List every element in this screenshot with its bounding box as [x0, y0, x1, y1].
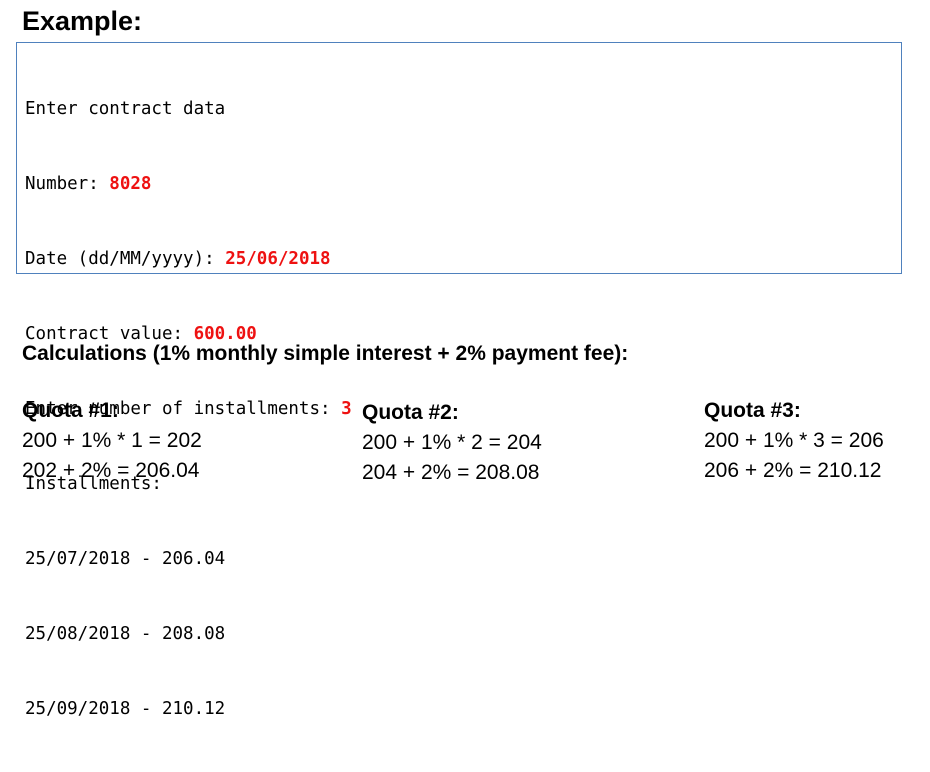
quota-block-2: Quota #2: 200 + 1% * 2 = 204 204 + 2% = … — [362, 398, 652, 488]
calculations-title: Calculations (1% monthly simple interest… — [22, 342, 629, 365]
date-input-value: 25/06/2018 — [225, 249, 331, 269]
console-line-label: Installments: — [25, 474, 162, 494]
console-line-label: 25/09/2018 - 210.12 — [25, 699, 226, 719]
console-line-installment-2: 25/08/2018 - 208.08 — [25, 622, 352, 647]
console-line-header: Enter contract data — [25, 97, 352, 122]
console-line-date: Date (dd/MM/yyyy): 25/06/2018 — [25, 247, 352, 272]
quota-interest-line: 200 + 1% * 2 = 204 — [362, 431, 542, 454]
quota-block-1: Quota #1: 200 + 1% * 1 = 202 202 + 2% = … — [22, 396, 312, 486]
quota-interest-line: 200 + 1% * 3 = 206 — [704, 429, 884, 452]
quota-fee-line: 206 + 2% = 210.12 — [704, 459, 882, 482]
console-line-label: Contract value: — [25, 324, 194, 344]
installments-count-input-value: 3 — [341, 399, 352, 419]
console-line-installments-header: Installments: — [25, 472, 352, 497]
example-heading: Example: — [22, 6, 143, 36]
quota-title: Quota #3: — [704, 399, 801, 422]
console-line-installments-count: Enter number of installments: 3 — [25, 397, 352, 422]
quota-title: Quota #1: — [22, 399, 119, 422]
quota-block-3: Quota #3: 200 + 1% * 3 = 206 206 + 2% = … — [704, 396, 930, 486]
console-line-label: 25/08/2018 - 208.08 — [25, 624, 226, 644]
quota-title: Quota #2: — [362, 401, 459, 424]
console-line-label: 25/07/2018 - 206.04 — [25, 549, 226, 569]
console-line-contract-value: Contract value: 600.00 — [25, 322, 352, 347]
quota-fee-line: 202 + 2% = 206.04 — [22, 459, 200, 482]
console-line-label: Enter number of installments: — [25, 399, 342, 419]
console-line-label: Number: — [25, 174, 110, 194]
console-line-number: Number: 8028 — [25, 172, 352, 197]
console-line-label: Enter contract data — [25, 99, 226, 119]
console-line-installment-3: 25/09/2018 - 210.12 — [25, 697, 352, 722]
console-line-installment-1: 25/07/2018 - 206.04 — [25, 547, 352, 572]
contract-value-input-value: 600.00 — [193, 324, 257, 344]
console-output-box: Enter contract data Number: 8028 Date (d… — [16, 42, 902, 719]
number-input-value: 8028 — [109, 174, 152, 194]
quota-fee-line: 204 + 2% = 208.08 — [362, 461, 540, 484]
console-line-label: Date (dd/MM/yyyy): — [25, 249, 226, 269]
quota-interest-line: 200 + 1% * 1 = 202 — [22, 429, 202, 452]
